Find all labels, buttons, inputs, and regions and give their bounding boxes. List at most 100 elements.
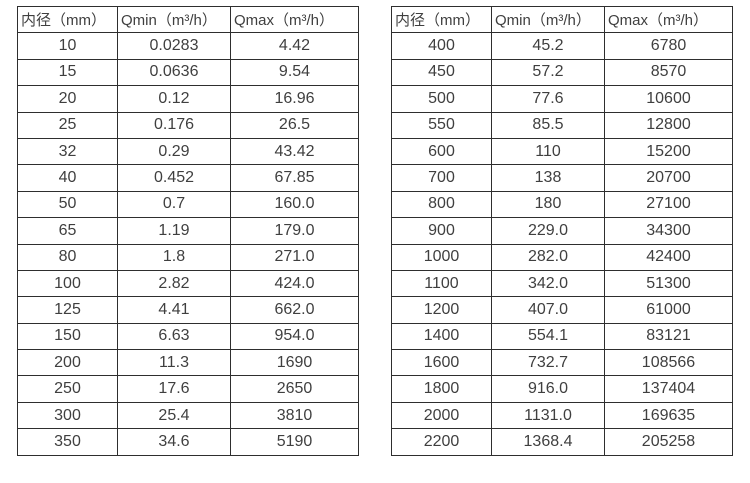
table-cell: 20 <box>17 85 118 113</box>
table-cell: 916.0 <box>491 375 605 403</box>
table-cell: 43.42 <box>230 137 359 166</box>
table-row: 250 17.6 2650 <box>17 375 359 403</box>
table-cell: 500 <box>391 85 492 113</box>
table-row: 125 4.41 662.0 <box>17 296 359 324</box>
table-cell: 200 <box>17 349 118 377</box>
table-cell: 2000 <box>391 401 492 430</box>
table-row: 200 11.3 1690 <box>17 349 359 377</box>
table-cell: 2650 <box>230 375 359 403</box>
table-row: 80 1.8 271.0 <box>17 243 359 271</box>
table-cell: 27100 <box>604 190 733 219</box>
table-cell: 662.0 <box>230 296 359 324</box>
table-cell: 800 <box>391 190 492 219</box>
table-cell: 12800 <box>604 111 733 139</box>
header-row: 内径（mm） Qmin（m³/h） Qmax（m³/h） <box>391 5 733 34</box>
table-row: 20 0.12 16.96 <box>17 85 359 113</box>
table-cell: 0.7 <box>117 190 231 219</box>
table-row: 500 77.6 10600 <box>391 85 733 113</box>
table-row: 900 229.0 34300 <box>391 217 733 245</box>
table-cell: 10 <box>17 32 118 60</box>
table-cell: 1100 <box>391 269 492 298</box>
table-cell: 300 <box>17 401 118 430</box>
table-cell: 50 <box>17 190 118 219</box>
table-row: 350 34.6 5190 <box>17 428 359 456</box>
table-cell: 1000 <box>391 243 492 271</box>
table-cell: 85.5 <box>491 111 605 139</box>
table-body: 400 45.2 6780 450 57.2 8570 500 77.6 10600 550 85.… <box>391 32 733 456</box>
table-cell: 4.41 <box>117 296 231 324</box>
table-cell: 2.82 <box>117 269 231 298</box>
table-cell: 700 <box>391 164 492 192</box>
col-header-diameter: 内径（mm） <box>391 5 492 34</box>
table-cell: 34300 <box>604 217 733 245</box>
table-cell: 2200 <box>391 428 492 456</box>
table-cell: 77.6 <box>491 85 605 113</box>
table-cell: 34.6 <box>117 428 231 456</box>
table-cell: 550 <box>391 111 492 139</box>
table-cell: 6780 <box>604 32 733 60</box>
table-row: 1400 554.1 83121 <box>391 322 733 351</box>
table-row: 1800 916.0 137404 <box>391 375 733 403</box>
table-cell: 1800 <box>391 375 492 403</box>
table-cell: 4.42 <box>230 32 359 60</box>
table-cell: 15200 <box>604 137 733 166</box>
table-cell: 169635 <box>604 401 733 430</box>
flow-table-large-diameters: 内径（mm） Qmin（m³/h） Qmax（m³/h） 400 45.2 6780… <box>391 5 733 456</box>
table-cell: 205258 <box>604 428 733 456</box>
table-cell: 67.85 <box>230 164 359 192</box>
table-cell: 450 <box>391 58 492 87</box>
table-cell: 400 <box>391 32 492 60</box>
table-row: 300 25.4 3810 <box>17 401 359 430</box>
table-cell: 407.0 <box>491 296 605 324</box>
table-cell: 32 <box>17 137 118 166</box>
table-cell: 271.0 <box>230 243 359 271</box>
table-row: 1100 342.0 51300 <box>391 269 733 298</box>
table-cell: 179.0 <box>230 217 359 245</box>
table-cell: 1400 <box>391 322 492 351</box>
table-cell: 250 <box>17 375 118 403</box>
table-row: 550 85.5 12800 <box>391 111 733 139</box>
table-cell: 110 <box>491 137 605 166</box>
table-cell: 0.176 <box>117 111 231 139</box>
table-cell: 83121 <box>604 322 733 351</box>
header-row: 内径（mm） Qmin（m³/h） Qmax（m³/h） <box>17 5 359 34</box>
col-header-qmax: Qmax（m³/h） <box>230 5 359 34</box>
table-cell: 342.0 <box>491 269 605 298</box>
col-header-qmin: Qmin（m³/h） <box>117 5 231 34</box>
table-cell: 180 <box>491 190 605 219</box>
table-cell: 10600 <box>604 85 733 113</box>
table-cell: 1200 <box>391 296 492 324</box>
table-cell: 40 <box>17 164 118 192</box>
table-cell: 80 <box>17 243 118 271</box>
table-cell: 6.63 <box>117 322 231 351</box>
table-cell: 0.452 <box>117 164 231 192</box>
table-cell: 5190 <box>230 428 359 456</box>
table-cell: 954.0 <box>230 322 359 351</box>
table-row: 2000 1131.0 169635 <box>391 401 733 430</box>
table-row: 1000 282.0 42400 <box>391 243 733 271</box>
col-header-qmax: Qmax（m³/h） <box>604 5 733 34</box>
table-cell: 138 <box>491 164 605 192</box>
flow-spec-tables: 内径（mm） Qmin（m³/h） Qmax（m³/h） 10 0.0283 4.4… <box>17 5 733 456</box>
table-body: 10 0.0283 4.42 15 0.0636 9.54 20 0.12 16.96 25 0.1… <box>17 32 359 456</box>
table-cell: 424.0 <box>230 269 359 298</box>
table-cell: 900 <box>391 217 492 245</box>
table-cell: 51300 <box>604 269 733 298</box>
table-cell: 0.0283 <box>117 32 231 60</box>
table-cell: 20700 <box>604 164 733 192</box>
table-cell: 3810 <box>230 401 359 430</box>
table-row: 800 180 27100 <box>391 190 733 219</box>
flow-table-small-diameters: 内径（mm） Qmin（m³/h） Qmax（m³/h） 10 0.0283 4.4… <box>17 5 359 456</box>
table-row: 450 57.2 8570 <box>391 58 733 87</box>
table-row: 15 0.0636 9.54 <box>17 58 359 87</box>
table-cell: 11.3 <box>117 349 231 377</box>
table-cell: 0.0636 <box>117 58 231 87</box>
table-cell: 26.5 <box>230 111 359 139</box>
table-cell: 65 <box>17 217 118 245</box>
table-row: 50 0.7 160.0 <box>17 190 359 219</box>
table-cell: 0.29 <box>117 137 231 166</box>
table-cell: 160.0 <box>230 190 359 219</box>
table-cell: 350 <box>17 428 118 456</box>
table-row: 40 0.452 67.85 <box>17 164 359 192</box>
table-cell: 1131.0 <box>491 401 605 430</box>
